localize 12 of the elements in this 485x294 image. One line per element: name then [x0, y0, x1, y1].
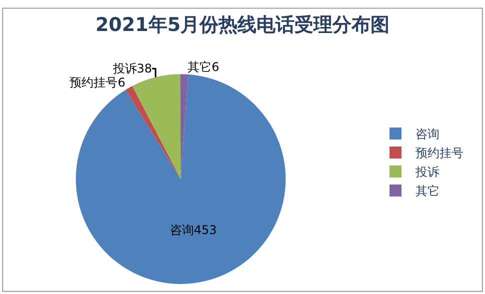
- data-label: 预约挂号6: [70, 76, 126, 90]
- chart-title: 2021年5月份热线电话受理分布图: [95, 14, 390, 36]
- pie-slice: [125, 86, 181, 180]
- legend-label: 其它: [416, 184, 440, 198]
- data-label: 其它6: [188, 60, 220, 74]
- legend-label: 预约挂号: [416, 146, 464, 160]
- pie-slice: [132, 74, 181, 180]
- data-label: 投诉38: [112, 62, 152, 76]
- legend-label: 投诉: [414, 165, 440, 180]
- data-label: 咨询453: [170, 223, 217, 238]
- pie-slice: [180, 74, 188, 180]
- legend-label: 咨询: [416, 127, 440, 142]
